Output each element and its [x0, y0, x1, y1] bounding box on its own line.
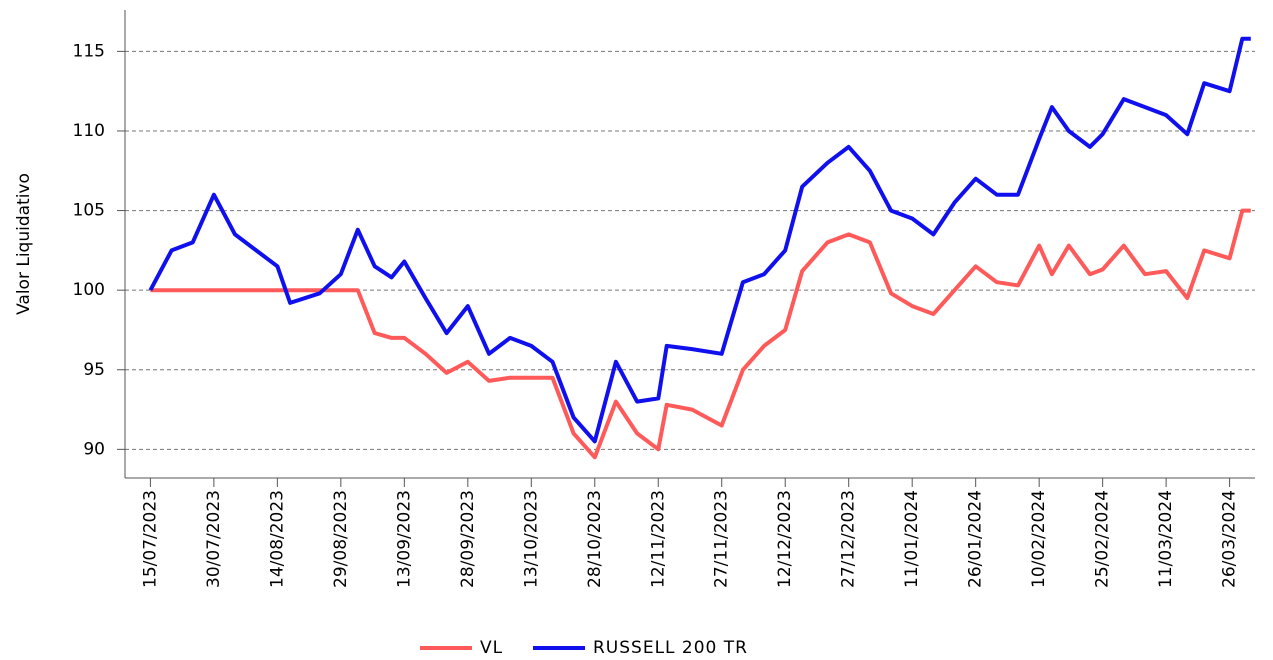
x-tick-label: 28/09/2023 — [458, 490, 478, 588]
y-tick-label: 95 — [83, 360, 105, 380]
legend-label: RUSSELL 200 TR — [593, 638, 748, 658]
x-tick-label: 11/01/2024 — [902, 490, 922, 588]
x-tick-label: 13/09/2023 — [394, 490, 414, 588]
x-tick-label: 28/10/2023 — [585, 490, 605, 588]
x-tick-label: 30/07/2023 — [204, 490, 224, 588]
legend-label: VL — [480, 638, 503, 658]
y-tick-label: 90 — [83, 439, 105, 459]
x-tick-label: 27/12/2023 — [839, 490, 859, 588]
x-tick-label: 29/08/2023 — [331, 490, 351, 588]
x-tick-label: 10/02/2024 — [1029, 490, 1049, 588]
x-tick-label: 14/08/2023 — [267, 490, 287, 588]
x-tick-label: 12/11/2023 — [648, 490, 668, 588]
y-tick-label: 105 — [73, 201, 105, 221]
x-tick-label: 25/02/2024 — [1093, 490, 1113, 588]
y-tick-label: 110 — [73, 121, 105, 141]
x-tick-label: 12/12/2023 — [775, 490, 795, 588]
series-line — [148, 36, 1251, 444]
y-tick-label: 115 — [73, 41, 105, 61]
y-tick-label: 100 — [73, 280, 105, 300]
x-tick-label: 13/10/2023 — [521, 490, 541, 588]
series-line — [150, 208, 1251, 460]
y-axis-label: Valor Liquidativo — [14, 173, 34, 315]
x-tick-label: 15/07/2023 — [140, 490, 160, 588]
x-tick-label: 11/03/2024 — [1156, 490, 1176, 588]
x-tick-label: 27/11/2023 — [712, 490, 732, 588]
x-tick-label: 26/01/2024 — [966, 490, 986, 588]
x-tick-label: 26/03/2024 — [1220, 490, 1240, 588]
